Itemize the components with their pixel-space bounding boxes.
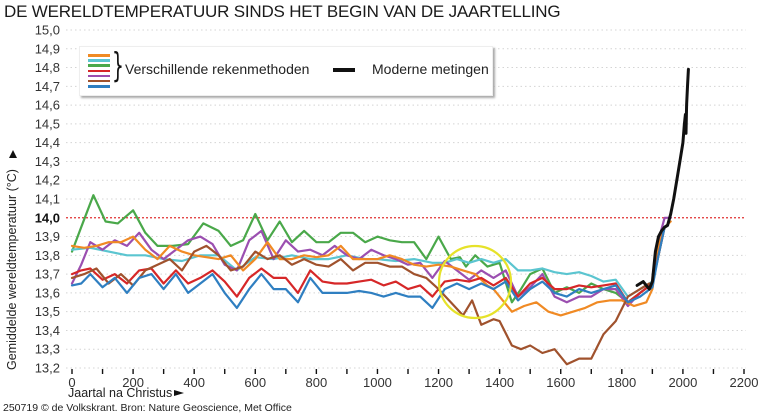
swatch-blue [88,85,110,88]
x-tick-label: 1000 [363,375,392,390]
x-tick-label: 1600 [546,375,575,390]
x-tick-label: 200 [122,375,144,390]
x-tick-label: 1400 [485,375,514,390]
legend: } Verschillende rekenmethoden Moderne me… [79,46,493,96]
series-line-rekenmethode-blauw [70,226,666,309]
y-tick-label: 14,9 [35,41,60,56]
y-axis-ticks: 15,0 14,9 14,8 14,7 14,6 14,5 14,4 14,3 14,2 14,1… [35,23,60,376]
legend-modern-label: Moderne metingen [372,61,489,77]
y-tick-label: 14,2 [35,173,60,188]
y-tick-label: 13,5 [35,304,60,319]
swatch-red [88,69,110,73]
series-line-moderne-metingen [635,67,690,291]
swatch-purple [88,74,110,78]
data-series [70,67,690,366]
legend-method-swatches [88,54,110,90]
y-tick-label: 13,9 [35,229,60,244]
y-tick-label: 15,0 [35,23,60,38]
y-tick-label: 14,6 [35,98,60,113]
y-tick-label: 13,4 [35,323,60,338]
series-line-rekenmethode-oranje [70,220,672,317]
chart-title: DE WERELDTEMPERATUUR SINDS HET BEGIN VAN… [4,2,561,21]
y-tick-label: 13,8 [35,248,60,263]
swatch-cyan [88,59,110,62]
y-tick-label: 13,2 [35,361,60,376]
y-tick-label: 14,7 [35,79,60,94]
x-tick-label: 1200 [424,375,453,390]
y-tick-label: 14,0 [35,210,60,225]
legend-modern-swatch [333,68,355,72]
curly-brace-icon: } [112,46,124,86]
x-tick-label: 2200 [730,375,759,390]
swatch-green [88,64,110,67]
swatch-orange [88,54,110,57]
source-credit: 250719 © de Volkskrant. Bron: Nature Geo… [3,402,292,414]
y-tick-label: 13,6 [35,285,60,300]
legend-methods-label: Verschillende rekenmethoden [125,61,310,77]
x-tick-label: 0 [68,375,75,390]
x-tick-label: 600 [244,375,266,390]
y-tick-label: 14,5 [35,116,60,131]
y-tick-label: 14,3 [35,154,60,169]
series-line-rekenmethode-paars [70,216,672,308]
x-tick-label: 2000 [668,375,697,390]
x-axis-label: Jaartal na Christus [68,386,172,400]
x-axis-arrow-icon [174,390,184,396]
y-axis-label: Gemiddelde wereldtemperatuur (°C) [5,169,19,370]
series-line-rekenmethode-bruin [70,244,651,366]
x-tick-label: 1800 [607,375,636,390]
y-tick-label: 13,3 [35,342,60,357]
x-tick-label: 800 [306,375,328,390]
series-line-rekenmethode-cyaan [70,226,666,298]
x-tick-label: 400 [183,375,205,390]
y-tick-label: 14,8 [35,60,60,75]
swatch-brown [88,79,110,83]
y-tick-label: 14,1 [35,192,60,207]
series-line-rekenmethode-rood [70,226,666,304]
y-tick-label: 13,7 [35,267,60,282]
y-tick-label: 14,4 [35,135,60,150]
y-axis-arrow-icon [9,150,17,158]
highlight-circle [437,244,513,320]
x-axis-ticks: 0 200 400 600 800 1000 1200 1400 1600 1800 2000 220… [68,369,758,390]
